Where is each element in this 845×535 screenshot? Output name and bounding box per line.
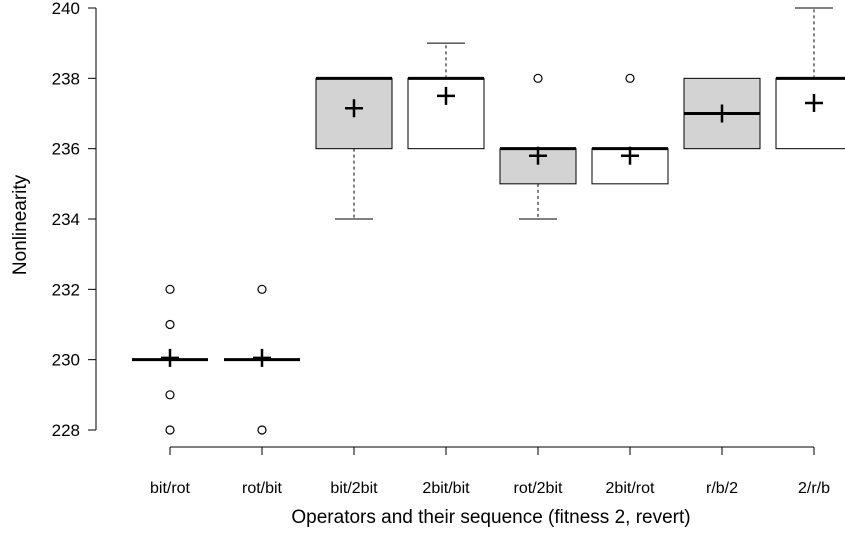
y-tick-label: 238 [52, 69, 80, 88]
x-tick-label: rot/2bit [514, 480, 563, 497]
x-tick-label: rot/bit [242, 480, 283, 497]
outlier-point [533, 73, 543, 83]
outlier-point [165, 425, 175, 435]
y-tick-label: 228 [52, 421, 80, 440]
x-tick-label: 2bit/rot [606, 480, 655, 497]
x-axis-title: Operators and their sequence (fitness 2,… [291, 507, 690, 528]
box-group [132, 284, 208, 435]
box-group [775, 7, 845, 150]
box-group [315, 76, 393, 220]
y-tick-label: 234 [52, 210, 80, 229]
y-tick-label: 240 [52, 0, 80, 18]
box [775, 77, 845, 150]
x-axis: bit/rot rot/bit bit/2bit 2bit/bit rot/2bit 2b… [150, 446, 830, 497]
x-tick-label: bit/2bit [330, 480, 378, 497]
box-group [591, 73, 669, 185]
outlier-point [165, 319, 175, 330]
y-tick-label: 232 [52, 280, 80, 299]
y-axis: 228 230 232 234 236 238 240 [52, 0, 97, 440]
box-group [224, 284, 300, 435]
outlier-point [257, 425, 267, 435]
outlier-point [165, 390, 175, 400]
box-group [683, 77, 761, 150]
x-tick-label: r/b/2 [706, 480, 738, 497]
box-group [407, 42, 485, 150]
y-axis-title: Nonlinearity [10, 174, 31, 275]
outlier-point [625, 73, 635, 83]
y-tick-label: 236 [52, 140, 80, 159]
x-tick-label: bit/rot [150, 480, 191, 497]
boxes [132, 7, 845, 435]
y-tick-label: 230 [52, 351, 80, 370]
x-tick-label: 2bit/bit [422, 480, 470, 497]
box-group [499, 73, 577, 220]
outlier-point [257, 284, 267, 294]
x-tick-label: 2/r/b [798, 480, 830, 497]
outlier-point [165, 284, 175, 294]
